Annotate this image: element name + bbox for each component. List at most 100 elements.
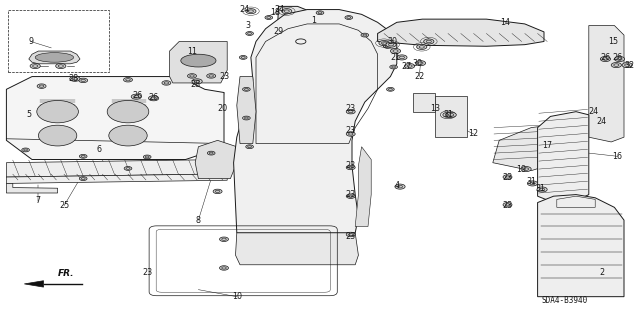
Circle shape xyxy=(246,32,253,35)
Circle shape xyxy=(30,63,40,69)
Text: 24: 24 xyxy=(274,5,284,14)
Circle shape xyxy=(415,61,426,66)
Text: 27: 27 xyxy=(401,63,412,71)
Circle shape xyxy=(70,76,80,81)
Polygon shape xyxy=(435,96,467,137)
Circle shape xyxy=(527,181,538,186)
Text: 5: 5 xyxy=(26,110,31,119)
Text: 23: 23 xyxy=(142,268,152,277)
Text: 24: 24 xyxy=(239,5,250,14)
Circle shape xyxy=(246,9,256,14)
Polygon shape xyxy=(170,41,227,83)
Circle shape xyxy=(386,42,396,47)
Text: 26: 26 xyxy=(612,53,622,62)
Polygon shape xyxy=(6,77,224,160)
Text: 16: 16 xyxy=(612,152,623,161)
Text: 7: 7 xyxy=(36,197,41,205)
Circle shape xyxy=(79,78,88,83)
Polygon shape xyxy=(413,93,435,112)
Circle shape xyxy=(79,154,87,158)
Text: 31: 31 xyxy=(536,184,546,193)
Circle shape xyxy=(521,167,531,172)
Text: 28: 28 xyxy=(68,74,79,83)
Circle shape xyxy=(387,87,394,91)
Circle shape xyxy=(383,44,391,48)
Text: FR.: FR. xyxy=(58,269,74,278)
Polygon shape xyxy=(234,10,397,233)
Text: 20: 20 xyxy=(218,104,228,113)
Text: 23: 23 xyxy=(502,201,513,210)
Circle shape xyxy=(395,184,405,189)
Circle shape xyxy=(390,48,401,54)
Circle shape xyxy=(162,81,171,85)
Ellipse shape xyxy=(107,100,149,123)
Circle shape xyxy=(346,232,355,237)
Circle shape xyxy=(404,63,415,69)
Circle shape xyxy=(79,177,87,181)
Circle shape xyxy=(345,16,353,19)
Circle shape xyxy=(316,11,324,15)
Circle shape xyxy=(148,96,159,101)
Text: 22: 22 xyxy=(414,72,424,81)
Polygon shape xyxy=(29,51,80,64)
Text: 29: 29 xyxy=(273,27,284,36)
Text: 12: 12 xyxy=(468,130,479,138)
Circle shape xyxy=(56,63,66,69)
Text: 30: 30 xyxy=(387,37,397,46)
Text: 10: 10 xyxy=(232,292,242,301)
Text: 18: 18 xyxy=(270,8,280,17)
Circle shape xyxy=(213,189,222,194)
Ellipse shape xyxy=(35,53,74,62)
Polygon shape xyxy=(237,77,256,144)
Text: 26: 26 xyxy=(132,91,143,100)
Text: 23: 23 xyxy=(346,190,356,199)
Text: 24: 24 xyxy=(596,117,607,126)
Polygon shape xyxy=(275,6,326,108)
Circle shape xyxy=(192,79,202,84)
Ellipse shape xyxy=(38,125,77,146)
Circle shape xyxy=(22,148,29,152)
Circle shape xyxy=(220,266,228,270)
Text: 31: 31 xyxy=(526,177,536,186)
Circle shape xyxy=(207,151,215,155)
Circle shape xyxy=(188,74,196,78)
Circle shape xyxy=(622,63,632,68)
Polygon shape xyxy=(24,281,44,287)
Ellipse shape xyxy=(109,125,147,146)
Text: 17: 17 xyxy=(542,141,552,150)
Text: 8: 8 xyxy=(196,216,201,225)
Text: 32: 32 xyxy=(624,61,634,70)
Circle shape xyxy=(443,112,453,117)
Polygon shape xyxy=(378,19,544,46)
Circle shape xyxy=(600,56,611,62)
Text: 2: 2 xyxy=(599,268,604,277)
Text: 6: 6 xyxy=(97,145,102,154)
Circle shape xyxy=(346,132,355,136)
Circle shape xyxy=(143,155,151,159)
Circle shape xyxy=(390,65,397,69)
Text: 25: 25 xyxy=(59,201,69,210)
Polygon shape xyxy=(6,183,58,193)
Circle shape xyxy=(346,165,355,170)
Circle shape xyxy=(379,41,389,46)
Text: 23: 23 xyxy=(346,232,356,241)
Text: 26: 26 xyxy=(600,53,611,62)
Text: SDA4-B3940: SDA4-B3940 xyxy=(541,296,588,305)
Circle shape xyxy=(424,39,434,44)
Text: 28: 28 xyxy=(190,80,200,89)
Text: 23: 23 xyxy=(346,104,356,113)
Circle shape xyxy=(446,112,456,117)
Circle shape xyxy=(397,55,407,60)
Circle shape xyxy=(614,56,625,62)
Polygon shape xyxy=(538,195,624,297)
Text: 26: 26 xyxy=(148,93,159,102)
Text: 23: 23 xyxy=(346,126,356,135)
Circle shape xyxy=(207,74,216,78)
Text: 23: 23 xyxy=(502,173,513,182)
Circle shape xyxy=(503,175,512,179)
Circle shape xyxy=(124,78,132,82)
Text: 3: 3 xyxy=(246,21,251,30)
Circle shape xyxy=(346,109,355,114)
Text: 14: 14 xyxy=(500,18,511,27)
Circle shape xyxy=(131,94,141,99)
